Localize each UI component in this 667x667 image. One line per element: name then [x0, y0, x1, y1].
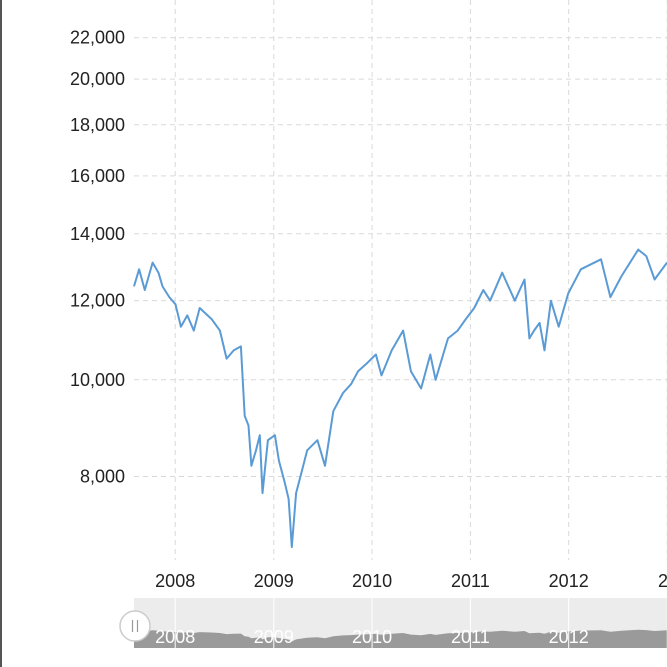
y-axis-labels: 8,000 10,000 12,000 14,000 16,000 18,000 20,00…: [70, 28, 125, 487]
navigator-label: 2012: [549, 627, 589, 647]
navigator-label: 2008: [155, 627, 195, 647]
x-tick-label: 2010: [352, 571, 392, 591]
grid: [134, 0, 667, 560]
x-tick-label: 2009: [254, 571, 294, 591]
x-tick-label: 2008: [155, 571, 195, 591]
y-tick-label: 18,000: [70, 115, 125, 135]
left-border: [0, 0, 2, 667]
y-tick-label: 22,000: [70, 28, 125, 48]
y-tick-label: 16,000: [70, 166, 125, 186]
x-tick-label: 2: [658, 571, 667, 591]
plot-area: [133, 248, 667, 549]
x-tick-label: 2011: [451, 571, 490, 591]
navigator-handle[interactable]: [119, 610, 151, 642]
navigator-label: 2011: [451, 627, 490, 647]
range-navigator[interactable]: 2008 2009 2010 2011 2012: [119, 598, 667, 648]
navigator-label: 2009: [254, 627, 294, 647]
y-tick-label: 14,000: [70, 224, 125, 244]
series-line: [133, 248, 667, 549]
y-tick-label: 8,000: [80, 467, 125, 487]
y-tick-label: 10,000: [70, 370, 125, 390]
x-axis-labels: 2008 2009 2010 2011 2012 2: [155, 571, 667, 591]
navigator-label: 2010: [352, 627, 392, 647]
navigator-area: [134, 629, 667, 648]
y-tick-label: 20,000: [70, 69, 125, 89]
x-tick-label: 2012: [549, 571, 589, 591]
y-tick-label: 12,000: [70, 291, 125, 311]
